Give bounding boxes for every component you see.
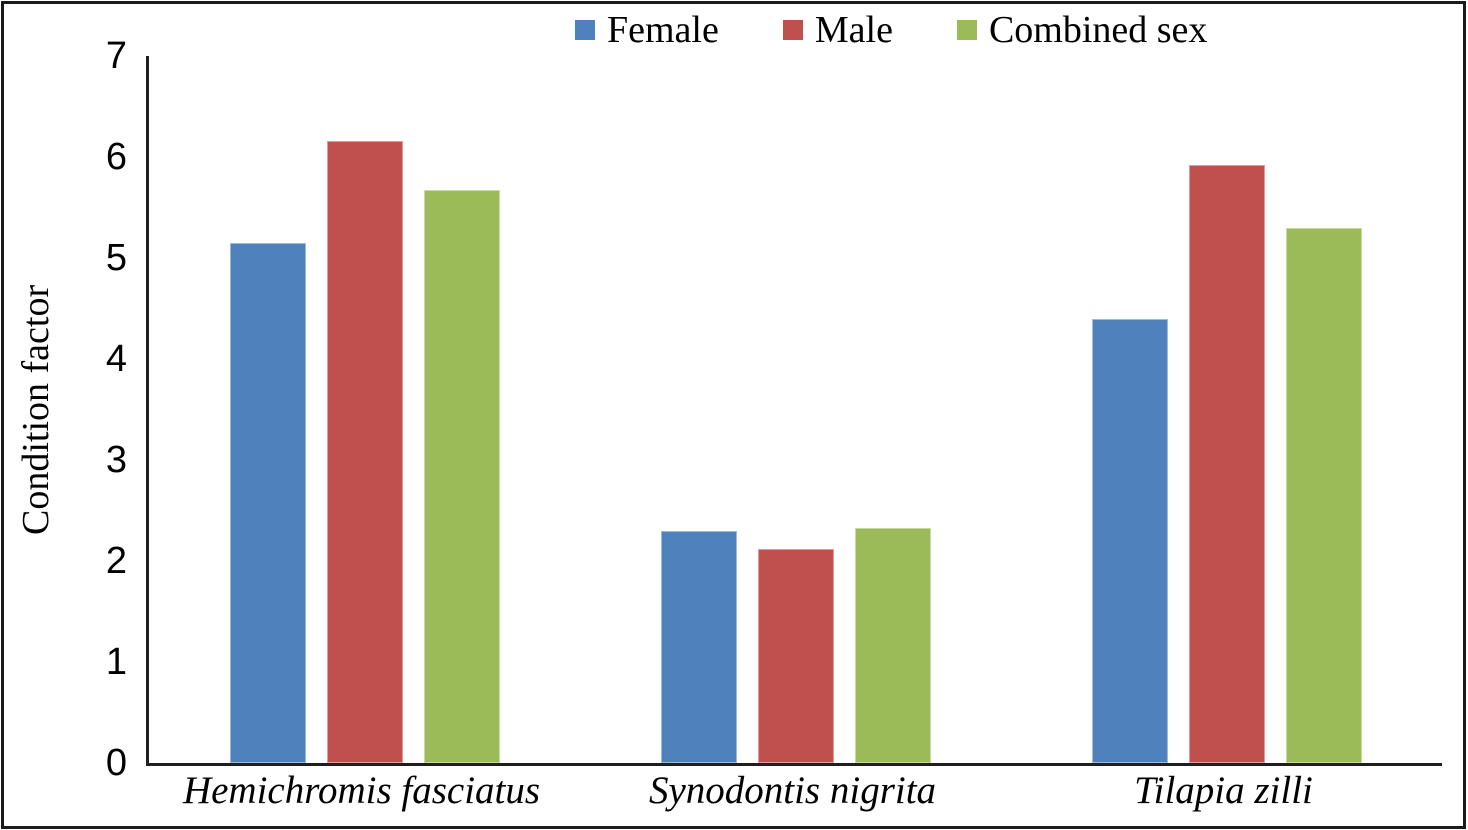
legend-item-male: Male	[782, 9, 893, 51]
x-category-label-hemichromis-fasciatus: Hemichromis fasciatus	[182, 769, 541, 812]
legend-item-combined-sex: Combined sex	[956, 9, 1208, 51]
bar-group-hemichromis-fasciatus	[149, 56, 580, 763]
bar-combined-sex-synodontis-nigrita	[854, 527, 931, 763]
y-tick-label: 5	[105, 237, 127, 279]
legend-label: Combined sex	[988, 9, 1208, 51]
y-tick-label: 2	[105, 540, 127, 582]
bar-groups	[149, 56, 1442, 763]
bar-female-synodontis-nigrita	[660, 530, 737, 763]
legend-swatch-male	[782, 20, 803, 40]
bar-combined-sex-tilapia-zilli	[1285, 227, 1362, 763]
plot-area: 0 1 2 3 4 5 6 7	[106, 37, 1442, 782]
bar-male-tilapia-zilli	[1188, 165, 1265, 763]
y-tick-label: 4	[105, 338, 127, 380]
bar-female-hemichromis-fasciatus	[229, 242, 306, 763]
legend-swatch-combined-sex	[956, 20, 977, 40]
bar-male-synodontis-nigrita	[757, 548, 834, 763]
legend-label: Female	[607, 9, 719, 51]
y-tick-label: 1	[105, 641, 127, 683]
y-tick-label: 0	[105, 742, 127, 784]
bar-female-tilapia-zilli	[1091, 318, 1168, 763]
legend: Female Male Combined sex	[575, 8, 1207, 52]
x-axis-category-labels: Hemichromis fasciatus Synodontis nigrita T…	[146, 769, 1439, 813]
bar-group-tilapia-zilli	[1011, 56, 1442, 763]
legend-label: Male	[814, 9, 893, 51]
x-category-label-tilapia-zilli: Tilapia zilli	[1134, 769, 1313, 812]
bar-male-hemichromis-fasciatus	[326, 140, 403, 763]
legend-item-female: Female	[575, 11, 719, 49]
bar-group-synodontis-nigrita	[580, 56, 1011, 763]
y-tick-label: 6	[105, 136, 127, 178]
bar-combined-sex-hemichromis-fasciatus	[423, 190, 500, 763]
legend-swatch-female	[575, 20, 595, 40]
y-tick-label: 7	[105, 35, 127, 77]
x-category-label-synodontis-nigrita: Synodontis nigrita	[648, 769, 937, 812]
y-tick-label: 3	[105, 439, 127, 481]
